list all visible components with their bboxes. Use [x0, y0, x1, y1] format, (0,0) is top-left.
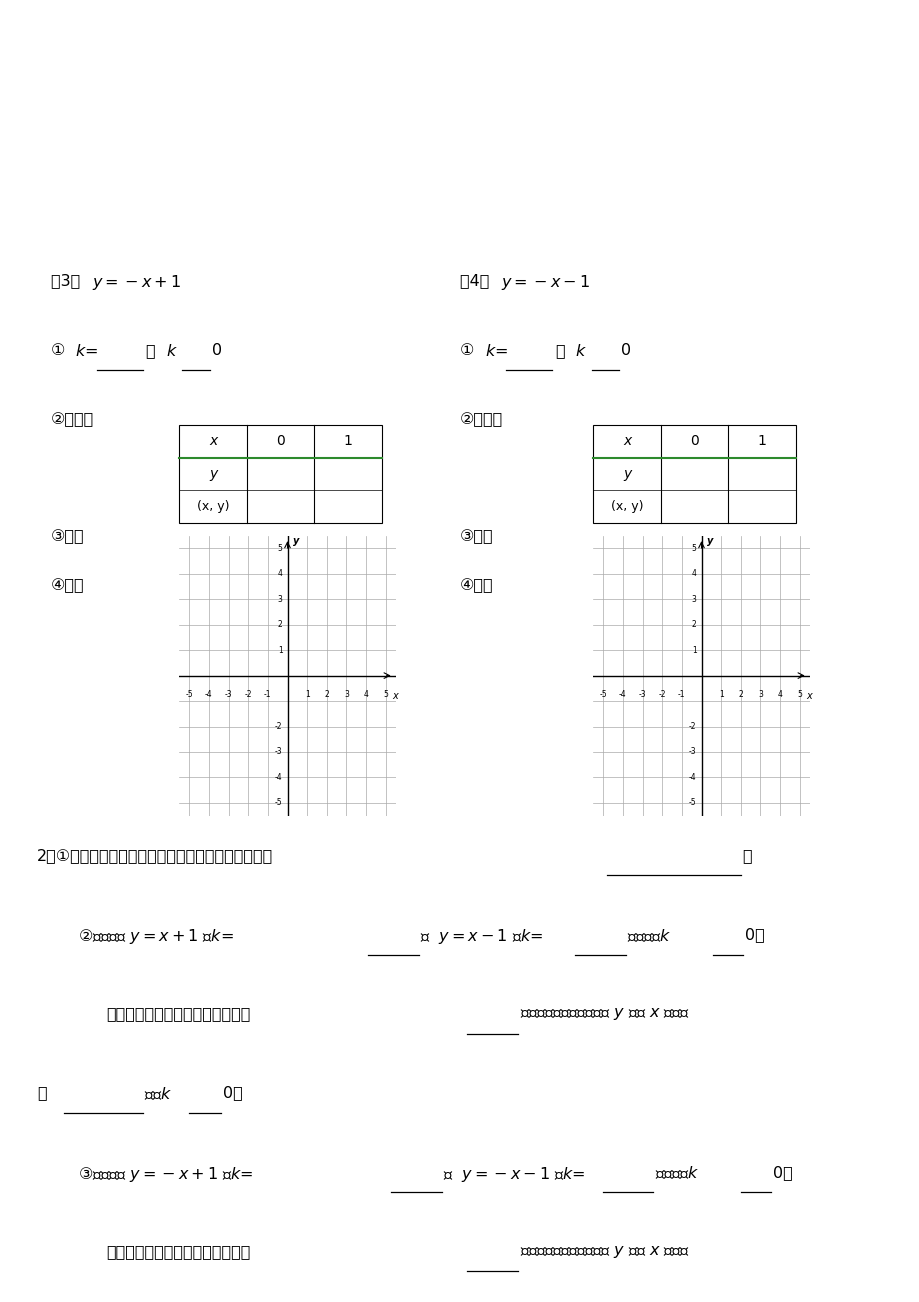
- Text: x: x: [209, 435, 217, 448]
- Text: x: x: [622, 435, 630, 448]
- Text: ①: ①: [51, 342, 65, 358]
- Text: 5: 5: [691, 544, 696, 553]
- Bar: [593, 424, 795, 522]
- Text: $k$: $k$: [570, 342, 586, 358]
- Text: -5: -5: [599, 690, 607, 699]
- Text: 两个图象相同之处：图象从左向右: 两个图象相同之处：图象从左向右: [106, 1006, 250, 1022]
- Text: ，: ，: [145, 342, 154, 358]
- Text: ③描点: ③描点: [51, 529, 85, 544]
- Text: -4: -4: [618, 690, 626, 699]
- Text: 2: 2: [691, 620, 696, 629]
- Text: (x, y): (x, y): [610, 500, 642, 513]
- Text: 2: 2: [278, 620, 282, 629]
- Text: -1: -1: [264, 690, 271, 699]
- Text: -2: -2: [688, 723, 696, 730]
- Text: -3: -3: [638, 690, 646, 699]
- Text: (x, y): (x, y): [197, 500, 229, 513]
- Text: $k$=: $k$=: [484, 342, 507, 358]
- Text: 5: 5: [278, 544, 282, 553]
- Text: 1: 1: [691, 646, 696, 655]
- Text: x: x: [806, 691, 811, 700]
- Text: ②列表：: ②列表：: [460, 411, 503, 427]
- Text: ；（填上坡或下坡），即 $y$ 随着 $x$ 的增大: ；（填上坡或下坡），即 $y$ 随着 $x$ 的增大: [519, 1243, 689, 1260]
- Bar: [179, 424, 381, 522]
- Text: 。（$k$: 。（$k$: [144, 1086, 173, 1103]
- Text: 两个图象相同之处：图象从左向右: 两个图象相同之处：图象从左向右: [106, 1243, 250, 1259]
- Text: -2: -2: [658, 690, 665, 699]
- Text: -5: -5: [186, 690, 193, 699]
- Text: 4: 4: [691, 569, 696, 578]
- Text: y: y: [209, 467, 217, 480]
- Text: -4: -4: [688, 773, 696, 783]
- Text: 1: 1: [278, 646, 282, 655]
- Text: 1: 1: [304, 690, 309, 699]
- Text: 3: 3: [691, 595, 696, 604]
- Text: ④连线: ④连线: [460, 578, 494, 594]
- Text: 1: 1: [718, 690, 722, 699]
- Text: 0。: 0。: [744, 927, 764, 943]
- Text: -2: -2: [275, 723, 282, 730]
- Text: 0）: 0）: [222, 1086, 242, 1100]
- Text: （4）: （4）: [460, 273, 499, 289]
- Text: 1: 1: [757, 435, 766, 448]
- Text: x: x: [392, 691, 398, 700]
- Text: 0: 0: [211, 342, 221, 358]
- Text: ；它们的$k$: ；它们的$k$: [627, 927, 671, 944]
- Text: ②一次函数 $y=x+1$ 中$k$=: ②一次函数 $y=x+1$ 中$k$=: [78, 927, 233, 947]
- Text: -3: -3: [224, 690, 233, 699]
- Text: ，: ，: [554, 342, 563, 358]
- Text: ；  $y=x-1$ 中$k$=: ； $y=x-1$ 中$k$=: [420, 927, 543, 947]
- Text: -2: -2: [244, 690, 252, 699]
- Text: -5: -5: [275, 798, 282, 807]
- Text: $k$=: $k$=: [75, 342, 98, 358]
- Text: y: y: [707, 535, 713, 546]
- Text: y: y: [293, 535, 300, 546]
- Text: $k$: $k$: [161, 342, 177, 358]
- Text: ③描点: ③描点: [460, 529, 494, 544]
- Text: 5: 5: [383, 690, 388, 699]
- Text: y: y: [622, 467, 630, 480]
- Text: 0: 0: [689, 435, 698, 448]
- Text: ④连线: ④连线: [51, 578, 85, 594]
- Text: 4: 4: [363, 690, 369, 699]
- Text: ；  $y=-x-1$ 中$k$=: ； $y=-x-1$ 中$k$=: [443, 1165, 585, 1184]
- Text: ；（填上坡或下坡），即 $y$ 随着 $x$ 的增大: ；（填上坡或下坡），即 $y$ 随着 $x$ 的增大: [519, 1006, 689, 1022]
- Text: -3: -3: [688, 747, 696, 756]
- Text: 2、①由上面四个图观察看出，一次函数的图象是一条: 2、①由上面四个图观察看出，一次函数的图象是一条: [37, 848, 273, 863]
- Text: -3: -3: [275, 747, 282, 756]
- Text: 2: 2: [324, 690, 329, 699]
- Text: -5: -5: [688, 798, 696, 807]
- Text: 4: 4: [777, 690, 782, 699]
- Text: （3）: （3）: [51, 273, 90, 289]
- Text: 3: 3: [344, 690, 348, 699]
- Text: 3: 3: [757, 690, 762, 699]
- Text: ①: ①: [460, 342, 474, 358]
- Text: 0。: 0。: [772, 1165, 791, 1180]
- Text: $y=-x+1$: $y=-x+1$: [92, 273, 181, 293]
- Text: ；它们的$k$: ；它们的$k$: [654, 1165, 698, 1181]
- Text: 5: 5: [797, 690, 801, 699]
- Text: -1: -1: [677, 690, 685, 699]
- Text: 0: 0: [620, 342, 630, 358]
- Text: 3: 3: [278, 595, 282, 604]
- Text: $y=-x-1$: $y=-x-1$: [501, 273, 590, 293]
- Text: 2: 2: [738, 690, 743, 699]
- Text: 。: 。: [742, 848, 751, 863]
- Text: ③一次函数 $y=-x+1$ 中$k$=: ③一次函数 $y=-x+1$ 中$k$=: [78, 1165, 254, 1184]
- Text: 而: 而: [37, 1086, 46, 1100]
- Text: -4: -4: [275, 773, 282, 783]
- Text: ②列表：: ②列表：: [51, 411, 94, 427]
- Text: 4: 4: [278, 569, 282, 578]
- Text: 0: 0: [276, 435, 285, 448]
- Text: -4: -4: [205, 690, 212, 699]
- Text: 1: 1: [344, 435, 352, 448]
